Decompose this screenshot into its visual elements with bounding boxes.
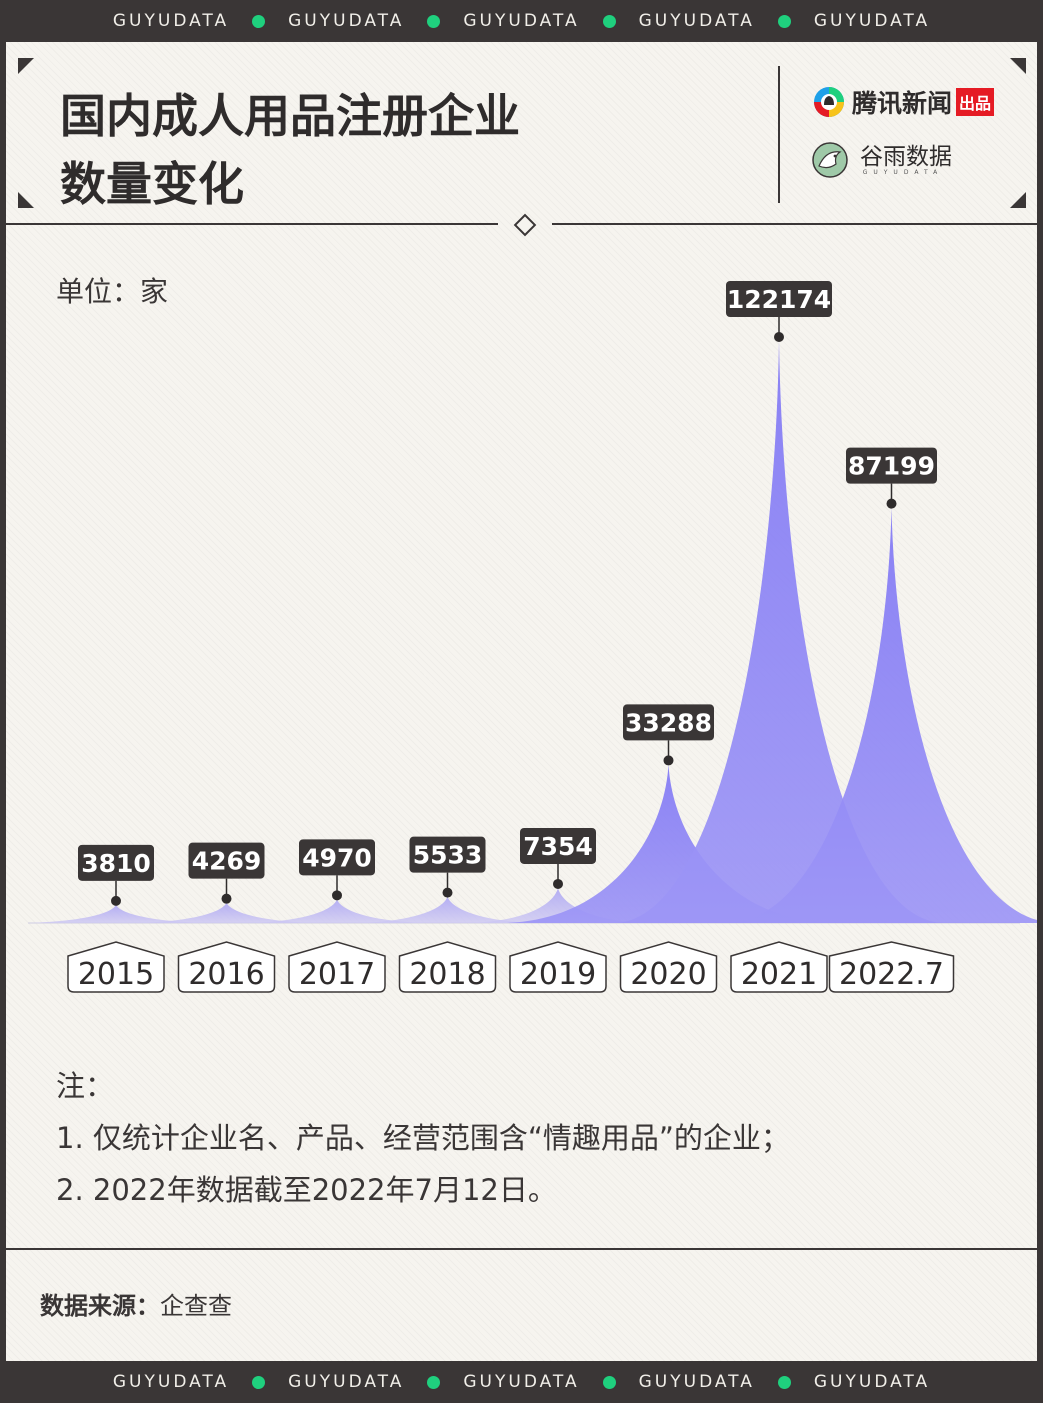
bottom-brand-band: GUYUDATA GUYUDATA GUYUDATA GUYUDATA GUYUDATA <box>0 1361 1043 1403</box>
value-label: 7354 <box>523 832 593 861</box>
value-label: 3810 <box>81 849 151 878</box>
chart-peak <box>138 902 315 923</box>
guyu-data-logo: 谷雨数据 GUYUDATA <box>812 142 952 178</box>
year-tag-shape <box>177 941 276 993</box>
unit-label: 单位：家 <box>56 275 169 308</box>
top-brand-band: GUYUDATA GUYUDATA GUYUDATA GUYUDATA GUYUDATA <box>0 0 1043 42</box>
band-dot-icon <box>427 1375 441 1389</box>
year-tag-shape <box>67 941 165 993</box>
value-label-box <box>188 842 265 879</box>
band-dot-icon <box>427 14 441 28</box>
value-label-box <box>846 447 937 484</box>
band-wordmark: GUYUDATA <box>813 11 931 31</box>
value-label-box <box>409 836 486 873</box>
produced-by-badge: 出品 <box>956 88 995 116</box>
chart-peak <box>470 887 646 923</box>
chart-peak <box>726 507 1037 923</box>
header-divider <box>778 66 780 203</box>
data-point <box>221 893 232 904</box>
data-source: 数据来源：企查查 <box>40 1286 232 1321</box>
band-dot-icon <box>602 1375 616 1389</box>
band-dot-icon <box>252 14 266 28</box>
data-point <box>553 878 563 889</box>
tencent-news-wordmark: 腾讯新闻 <box>852 89 953 118</box>
band-wordmark: GUYUDATA <box>463 11 580 31</box>
chart-peak <box>503 764 834 923</box>
value-label-box <box>726 281 832 317</box>
data-point <box>332 890 342 901</box>
band-wordmark: GUYUDATA <box>288 1372 405 1392</box>
band-dot-icon <box>602 14 616 28</box>
tencent-news-icon <box>814 87 844 117</box>
chart-peak <box>614 341 944 923</box>
x-tick-label: 2022.7 <box>839 957 944 992</box>
footer-divider <box>6 1248 1037 1250</box>
value-label: 4269 <box>192 847 262 876</box>
corner-mark <box>1010 192 1026 208</box>
year-tag-shape <box>730 941 828 993</box>
data-source-value: 企查查 <box>160 1292 232 1320</box>
band-wordmark: GUYUDATA <box>112 1372 230 1392</box>
value-label-box <box>78 844 154 881</box>
x-tick-label: 2017 <box>299 957 375 992</box>
year-tag-shape <box>398 941 497 993</box>
x-tick-label: 2015 <box>78 957 154 992</box>
section-divider-left <box>6 223 498 225</box>
title-line-2: 数量变化 <box>60 157 244 211</box>
bird-icon <box>812 142 848 178</box>
section-divider-right <box>552 223 1037 225</box>
chart-area: 3810 4269 4970 5533 7354 33288 122174 87199 201… <box>28 281 1037 993</box>
value-label: 87199 <box>848 452 935 481</box>
corner-mark <box>18 192 34 208</box>
data-point <box>111 895 121 906</box>
notes-line-1: 1. 仅统计企业名、产品、经营范围含“情趣用品”的企业； <box>56 1121 790 1155</box>
band-wordmark: GUYUDATA <box>288 11 405 31</box>
infographic-card: 国内成人用品注册企业 数量变化 腾讯新闻 出品 谷雨数据 GUYUDATA 单位… <box>6 42 1037 1361</box>
x-tick-label: 2021 <box>741 957 817 992</box>
value-label: 5533 <box>413 841 483 870</box>
band-dot-icon <box>777 14 791 28</box>
band-wordmark: GUYUDATA <box>638 1372 755 1392</box>
corner-mark <box>18 58 34 74</box>
band-wordmark: GUYUDATA <box>638 11 755 31</box>
data-point <box>886 498 897 509</box>
band-wordmark: GUYUDATA <box>112 11 230 31</box>
guyu-data-subtext: GUYUDATA <box>862 168 944 176</box>
x-tick-label: 2016 <box>188 957 264 992</box>
data-point <box>442 887 453 898</box>
band-wordmark: GUYUDATA <box>463 1372 580 1392</box>
notes-line-2: 2. 2022年数据截至2022年7月12日。 <box>56 1173 557 1207</box>
chart-peak <box>249 899 425 923</box>
band-dot-icon <box>252 1375 266 1389</box>
year-tag-shape <box>828 941 955 993</box>
value-label-box <box>520 827 596 864</box>
guyu-data-wordmark: 谷雨数据 <box>860 143 952 170</box>
data-point <box>663 755 674 766</box>
value-label: 4970 <box>302 843 372 872</box>
year-tag-shape <box>288 941 386 993</box>
data-point <box>774 332 784 342</box>
year-tag-shape <box>619 941 718 993</box>
notes-block: 注： 1. 仅统计企业名、产品、经营范围含“情趣用品”的企业； 2. 2022年… <box>56 1060 790 1216</box>
value-label: 33288 <box>625 708 712 737</box>
year-tag-shape <box>509 941 607 993</box>
value-label-box <box>299 839 375 876</box>
x-tick-label: 2019 <box>520 957 596 992</box>
notes-heading: 注： <box>56 1069 115 1103</box>
x-tick-label: 2018 <box>409 957 485 992</box>
band-wordmark: GUYUDATA <box>813 1372 931 1392</box>
chart-peak <box>28 904 204 923</box>
chart-peak <box>359 896 536 923</box>
data-source-label: 数据来源： <box>40 1292 160 1320</box>
tencent-news-logo: 腾讯新闻 出品 <box>812 84 995 120</box>
value-label: 122174 <box>727 285 831 314</box>
title-line-1: 国内成人用品注册企业 <box>60 89 520 143</box>
page-title: 国内成人用品注册企业 数量变化 <box>60 82 700 218</box>
band-dot-icon <box>777 1375 791 1389</box>
corner-mark <box>1010 58 1026 74</box>
x-tick-label: 2020 <box>630 957 706 992</box>
value-label-box <box>623 704 714 741</box>
